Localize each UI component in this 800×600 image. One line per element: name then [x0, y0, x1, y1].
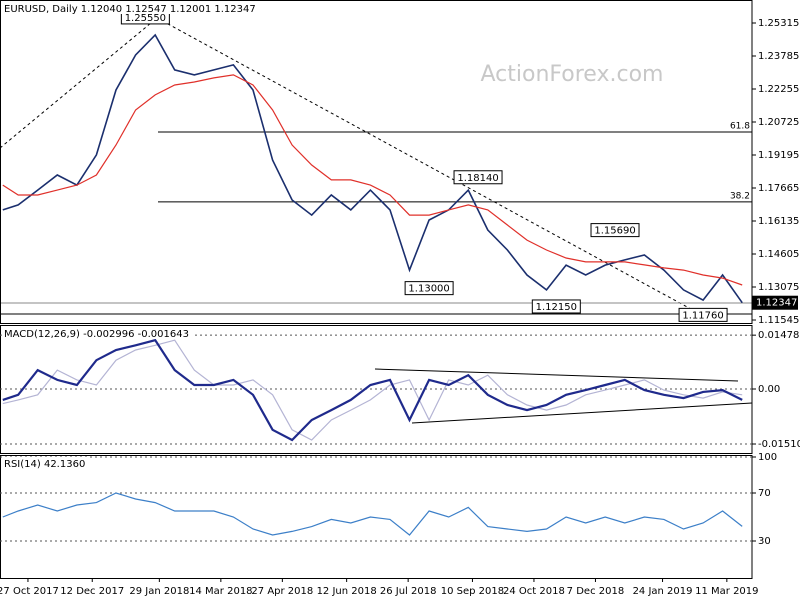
macd-trend-line [374, 368, 739, 382]
fib-label: 38.2 [730, 191, 750, 201]
price-marker [752, 295, 798, 310]
annotation-label: 1.11760 [682, 310, 723, 321]
x-tick-label: 14 Mar 2018 [189, 586, 252, 597]
trend-line [0, 17, 158, 149]
x-tick-label: 11 Mar 2019 [695, 586, 758, 597]
annotation-box [453, 170, 503, 185]
macd-trend-line [411, 402, 753, 424]
y-tick-label: 1.16135 [758, 216, 799, 227]
y-tick-label: 30 [758, 536, 771, 547]
title-bg [2, 457, 90, 469]
series-line [2, 339, 743, 441]
annotation-label: 1.15690 [594, 226, 635, 237]
annotation-box [678, 307, 728, 322]
x-tick-label: 12 Jun 2018 [317, 586, 377, 597]
y-tick-label: 1.13075 [758, 282, 799, 293]
annotation-label: 1.12150 [536, 302, 577, 313]
y-tick-label: 1.11545 [758, 315, 799, 326]
title-bg [2, 327, 193, 339]
panel-title: MACD(12,26,9) -0.002996 -0.001643 [4, 329, 189, 340]
title-bg [2, 2, 260, 14]
fib-label: 61.8 [730, 122, 750, 132]
y-tick-label: 1.19195 [758, 150, 799, 161]
y-tick-label: -0.015107 [758, 439, 800, 450]
x-tick-label: 27 Apr 2018 [251, 586, 313, 597]
annotation-box [404, 281, 454, 296]
x-tick-label: 26 Jul 2018 [380, 586, 437, 597]
annotation-label: 1.13000 [408, 284, 449, 295]
series-line [2, 74, 743, 286]
y-tick-label: 1.14605 [758, 249, 799, 260]
panel-border [0, 455, 753, 579]
panel-title: EURUSD, Daily 1.12040 1.12547 1.12001 1.… [4, 4, 256, 15]
y-tick-label: 1.17665 [758, 183, 799, 194]
x-tick-label: 12 Dec 2017 [60, 586, 124, 597]
annotation-label: 1.25550 [125, 13, 166, 24]
annotation-label: 1.18140 [457, 173, 498, 184]
x-tick-label: 29 Jan 2018 [129, 586, 189, 597]
x-tick-label: 24 Jan 2019 [633, 586, 693, 597]
y-tick-label: 1.23785 [758, 51, 799, 62]
y-tick-label: 0.00 [758, 384, 780, 395]
x-tick-label: 27 Oct 2017 [0, 586, 59, 597]
x-tick-label: 10 Sep 2018 [441, 586, 504, 597]
panel-title: RSI(14) 42.1360 [4, 459, 85, 470]
series-line [2, 492, 743, 536]
y-tick-label: 1.22255 [758, 84, 799, 95]
trend-line [156, 17, 701, 315]
watermark: ActionForex.com [481, 62, 664, 87]
series-line [2, 338, 743, 442]
price-marker-label: 1.12347 [756, 298, 797, 309]
y-tick-label: 1.20725 [758, 117, 799, 128]
y-tick-label: 70 [758, 488, 771, 499]
y-tick-label: 100 [758, 452, 777, 463]
x-tick-label: 7 Dec 2018 [567, 586, 625, 597]
x-tick-label: 24 Oct 2018 [503, 586, 565, 597]
y-tick-label: 1.25315 [758, 18, 799, 29]
panel-border [0, 0, 753, 324]
annotation-box [531, 299, 581, 314]
annotation-box [590, 223, 640, 238]
y-tick-label: 0.014786 [758, 330, 800, 341]
